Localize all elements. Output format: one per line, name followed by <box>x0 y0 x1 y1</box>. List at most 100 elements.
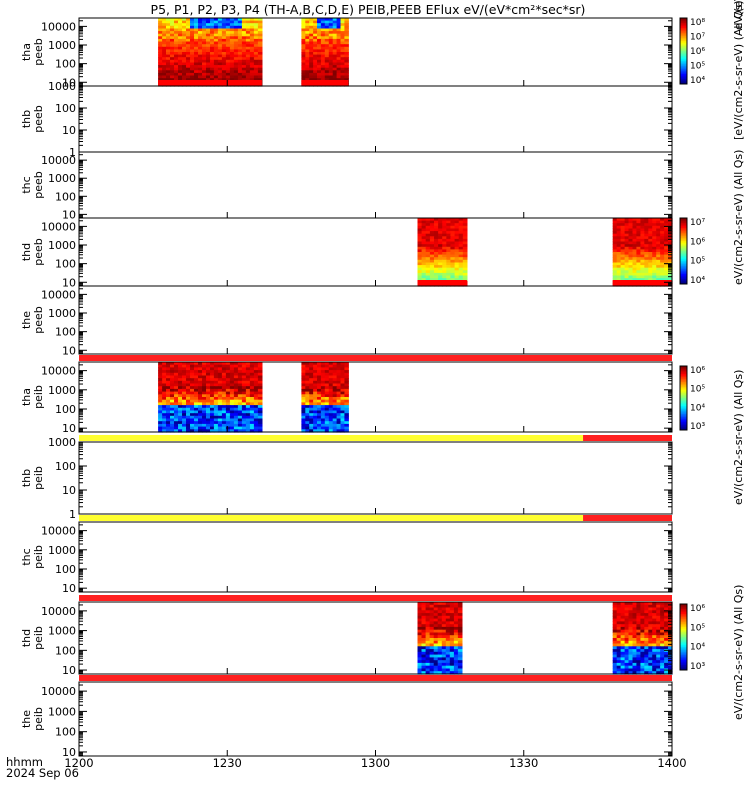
heatmap-cell <box>648 272 653 277</box>
heatmap-cell <box>170 405 175 409</box>
heatmap-cell <box>162 388 167 393</box>
heatmap-cell <box>620 635 626 639</box>
heatmap-cell <box>174 423 179 428</box>
heatmap-cell <box>454 225 460 229</box>
heatmap-cell <box>249 62 255 66</box>
heatmap-cell <box>186 402 191 406</box>
heatmap-cell <box>210 67 215 71</box>
heatmap-cell <box>450 228 456 232</box>
heatmap-cell <box>340 362 345 366</box>
heatmap-cell <box>640 610 645 614</box>
colorbar-step <box>680 633 687 636</box>
heatmap-cell <box>636 236 641 240</box>
heatmap-cell <box>206 394 211 398</box>
heatmap-cell <box>616 621 622 625</box>
heatmap-cell <box>249 407 255 412</box>
heatmap-cell <box>206 399 211 403</box>
heatmap-cell <box>257 364 263 368</box>
heatmap-cell <box>186 70 191 74</box>
heatmap-cell <box>317 46 322 50</box>
heatmap-cell <box>664 610 669 614</box>
heatmap-cell <box>462 228 468 232</box>
heatmap-cell <box>313 399 318 403</box>
heatmap-cell <box>344 380 349 385</box>
heatmap-cell <box>182 67 187 71</box>
heatmap-cell <box>241 54 247 58</box>
heatmap-cell <box>644 646 649 650</box>
heatmap-cell <box>612 225 618 229</box>
heatmap-cell <box>664 621 669 625</box>
heatmap-cell <box>309 52 314 56</box>
heatmap-cell <box>340 33 345 37</box>
heatmap-cell <box>202 399 207 403</box>
heatmap-cell <box>620 275 626 279</box>
heatmap-cell <box>660 613 665 617</box>
heatmap-cell <box>313 423 318 428</box>
heatmap-cell <box>162 46 167 50</box>
y-tick-label: 1000 <box>48 436 76 449</box>
heatmap-cell <box>194 20 199 24</box>
heatmap-cell <box>186 57 191 61</box>
heatmap-cell <box>612 671 618 675</box>
heatmap-cell <box>249 49 255 53</box>
heatmap-cell <box>317 407 322 412</box>
heatmap-cell <box>253 33 259 37</box>
heatmap-cell <box>241 397 247 401</box>
heatmap-cell <box>186 380 191 385</box>
heatmap-cell <box>170 62 175 66</box>
heatmap-cell <box>158 52 163 56</box>
heatmap-cell <box>332 383 338 387</box>
colorbar-step <box>680 82 687 85</box>
heatmap-cell <box>166 59 171 63</box>
heatmap-cell <box>648 629 653 634</box>
heatmap-cell <box>257 380 263 385</box>
heatmap-cell <box>656 665 661 670</box>
heatmap-cell <box>450 244 456 248</box>
heatmap-cell <box>317 405 322 409</box>
heatmap-cell <box>249 380 255 385</box>
heatmap-cell <box>206 28 211 32</box>
heatmap-cell <box>442 254 447 258</box>
heatmap-cell <box>438 278 443 282</box>
heatmap-cell <box>656 233 661 237</box>
heatmap-cell <box>417 613 423 617</box>
heatmap-cell <box>245 375 251 379</box>
heatmap-cell <box>417 618 423 622</box>
y-tick-label: 10 <box>62 746 76 759</box>
heatmap-cell <box>628 649 634 653</box>
heatmap-cell <box>186 410 191 414</box>
heatmap-cell <box>309 399 314 403</box>
heatmap-cell <box>332 402 338 406</box>
heatmap-cell <box>178 372 183 377</box>
heatmap-cell <box>624 246 630 250</box>
data-block <box>417 602 463 675</box>
heatmap-cell <box>429 651 435 656</box>
heatmap-cell <box>225 25 231 29</box>
heatmap-cell <box>449 665 455 670</box>
colorbar-tick-label: 10³ <box>690 662 705 672</box>
heatmap-cell <box>162 28 167 32</box>
heatmap-cell <box>170 399 175 403</box>
heatmap-cell <box>253 28 259 32</box>
heatmap-cell <box>194 65 199 69</box>
heatmap-cell <box>324 378 330 382</box>
heatmap-cell <box>656 252 661 256</box>
heatmap-cell <box>453 662 459 667</box>
heatmap-cell <box>174 386 179 390</box>
heatmap-cell <box>344 418 349 422</box>
heatmap-cell <box>344 25 349 29</box>
heatmap-cell <box>438 241 443 245</box>
colorbar-step <box>680 42 687 45</box>
heatmap-cell <box>457 646 463 650</box>
heatmap-cell <box>656 643 661 647</box>
heatmap-cell <box>636 267 641 271</box>
heatmap-cell <box>194 62 199 66</box>
heatmap-cell <box>417 267 423 271</box>
heatmap-cell <box>249 52 255 56</box>
heatmap-cell <box>202 415 207 420</box>
heatmap-cell <box>241 44 247 48</box>
heatmap-cell <box>309 391 314 395</box>
heatmap-cell <box>660 228 665 232</box>
